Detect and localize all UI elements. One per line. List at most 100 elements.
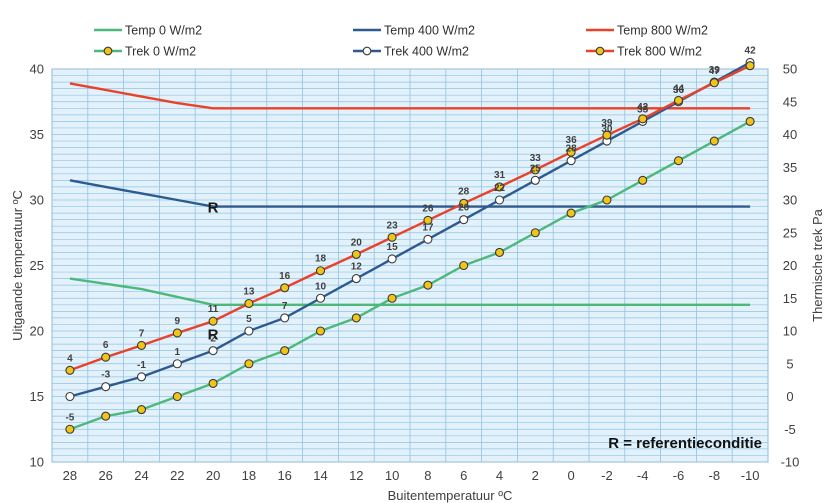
y-right-tick: 10	[783, 324, 797, 339]
data-label: 28	[566, 144, 578, 155]
series-4-point	[530, 175, 540, 185]
data-label: 4	[67, 353, 73, 364]
legend-swatch-marker	[362, 46, 372, 56]
y-right-tick: 15	[783, 291, 797, 306]
x-tick: 20	[206, 468, 220, 483]
series-4-point	[387, 254, 397, 264]
data-label: 23	[387, 220, 399, 231]
series-3-point	[172, 391, 182, 402]
series-5-point	[745, 61, 755, 71]
y-right-tick: 40	[783, 127, 797, 142]
legend: Temp 0 W/m2 Temp 400 W/m2 Temp 800 W/m2 Tre…	[94, 24, 708, 59]
series-3-point	[673, 156, 684, 166]
series-4-point	[459, 215, 469, 225]
data-label: 6	[103, 340, 109, 351]
x-tick: 26	[98, 468, 112, 483]
data-label: 13	[243, 286, 255, 297]
y-right-tick: -5	[784, 422, 796, 437]
x-tick: -10	[741, 468, 760, 483]
data-label: 15	[387, 242, 399, 253]
y-left-tick: 35	[30, 127, 44, 142]
series-line-3	[69, 120, 751, 431]
series-5-point	[673, 95, 684, 105]
y-left-tick: 10	[30, 455, 44, 470]
series-3-point	[459, 260, 469, 271]
reference-marker: R	[208, 200, 219, 217]
series-5-point	[566, 147, 576, 157]
y-right-tick: 0	[786, 389, 793, 404]
data-label: 2	[210, 334, 216, 345]
y-right-axis-title: Thermische trek Pa	[810, 208, 825, 321]
y-left-tick: 30	[30, 193, 44, 208]
series-3-point	[208, 378, 218, 388]
series-5-point	[280, 283, 290, 293]
data-label: 18	[315, 254, 327, 265]
series-5-point	[172, 328, 182, 338]
x-tick: 24	[134, 468, 148, 483]
data-label: 10	[315, 281, 327, 292]
y-right-tick: 50	[783, 62, 797, 77]
y-right-tick: 5	[786, 356, 793, 371]
x-tick: 6	[460, 468, 467, 483]
x-tick: 0	[567, 468, 574, 483]
x-tick: 22	[170, 468, 184, 483]
data-label: 16	[279, 271, 291, 282]
y-right-tick: 45	[783, 94, 797, 109]
y-right-tick: -10	[781, 455, 800, 470]
y-left-tick: 15	[30, 389, 44, 404]
series-markers	[65, 57, 755, 434]
series-5-point	[136, 340, 147, 350]
data-label: 5	[246, 314, 252, 325]
x-tick: 18	[242, 468, 256, 483]
data-label: 30	[601, 124, 613, 135]
annotations: R R R = referentieconditie	[208, 200, 762, 452]
series-4-point	[566, 156, 576, 166]
series-3-point	[494, 247, 505, 257]
legend-label: Temp 400 W/m2	[384, 24, 475, 38]
legend-swatch-marker	[595, 46, 605, 56]
data-labels: -5-3-11257101215172022252830333639424679…	[65, 45, 756, 423]
series-3-point	[602, 195, 612, 205]
series-line-4	[69, 61, 751, 398]
axes: 10152025303540-10-5051015202530354045502…	[10, 62, 825, 503]
y-left-tick: 40	[30, 62, 44, 77]
y-left-tick: 25	[30, 258, 44, 273]
x-tick: 8	[424, 468, 431, 483]
legend-label: Temp 0 W/m2	[125, 24, 202, 38]
series-3-point	[566, 208, 576, 218]
data-label: 39	[601, 118, 613, 129]
series-3-point	[351, 313, 361, 323]
data-label: 44	[673, 83, 685, 94]
legend-label: Temp 800 W/m2	[617, 24, 708, 38]
series-lines	[69, 61, 751, 431]
y-right-tick: 35	[783, 160, 797, 175]
series-3-point	[530, 228, 540, 238]
legend-label: Trek 400 W/m2	[384, 45, 469, 59]
series-5-point	[65, 365, 75, 375]
series-3-point	[280, 346, 290, 356]
data-label: 20	[351, 237, 363, 248]
legend-label: Trek 800 W/m2	[617, 45, 702, 59]
x-tick: 14	[313, 468, 327, 483]
data-label: 7	[139, 328, 145, 339]
series-4-point	[244, 326, 254, 336]
series-4-point	[172, 359, 182, 369]
x-tick: -8	[709, 468, 721, 483]
series-3-point	[638, 175, 648, 185]
data-label: -1	[137, 360, 146, 371]
reference-marker: R	[208, 327, 219, 344]
data-label: 28	[458, 186, 470, 197]
legend-swatch-marker	[103, 46, 113, 56]
series-line-2	[69, 82, 751, 110]
data-label: 12	[351, 262, 363, 273]
x-tick: 4	[496, 468, 503, 483]
x-tick: 12	[349, 468, 363, 483]
data-label: 42	[637, 102, 649, 113]
y-right-tick: 20	[783, 258, 797, 273]
series-5-point	[315, 266, 326, 276]
data-label: 17	[422, 222, 434, 233]
series-3-point	[387, 293, 397, 303]
data-label: 26	[422, 203, 434, 214]
